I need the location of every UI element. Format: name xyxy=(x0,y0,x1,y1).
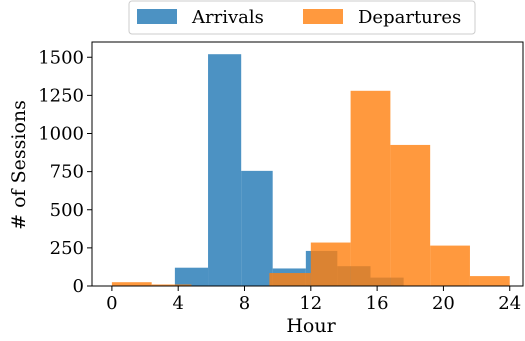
bar-arrivals-0 xyxy=(174,267,209,286)
legend-label-departures: Departures xyxy=(358,7,461,28)
x-tick-label: 20 xyxy=(432,293,455,314)
legend-swatch-arrivals xyxy=(137,9,177,24)
y-tick-label: 0 xyxy=(73,276,84,297)
y-tick-label: 1000 xyxy=(38,124,84,145)
bar-departures-1 xyxy=(151,284,192,286)
bar-arrivals-1 xyxy=(208,54,242,287)
y-tick-label: 250 xyxy=(50,238,84,259)
x-axis-label: Hour xyxy=(286,315,336,337)
bar-departures-0 xyxy=(111,282,152,286)
y-tick-label: 750 xyxy=(50,162,84,183)
legend-box xyxy=(128,0,476,35)
legend-swatch-departures xyxy=(303,9,343,24)
y-tick-label: 1250 xyxy=(38,85,84,106)
x-tick-label: 8 xyxy=(239,293,250,314)
ticks-layer: 0 4 8 12 16 20 24 0 250 500 750 1000 1250 1500 xyxy=(38,47,521,314)
bar-departures-6 xyxy=(430,245,470,286)
y-tick-label: 1500 xyxy=(38,47,84,68)
bar-arrivals-2 xyxy=(241,170,273,286)
x-tick-label: 0 xyxy=(106,293,117,314)
bars-layer xyxy=(111,54,510,287)
axes-layer xyxy=(91,41,524,287)
x-tick-label: 24 xyxy=(498,293,521,314)
bar-departures-4 xyxy=(350,90,391,286)
y-tick-label: 500 xyxy=(50,200,84,221)
x-tick-label: 16 xyxy=(366,293,389,314)
x-tick-label: 12 xyxy=(299,293,322,314)
legend: Arrivals Departures xyxy=(128,0,476,35)
x-tick-label: 4 xyxy=(172,293,183,314)
bar-departures-7 xyxy=(469,276,510,286)
legend-label-arrivals: Arrivals xyxy=(191,7,264,28)
y-axis-label: # of Sessions xyxy=(8,100,30,230)
bar-departures-3 xyxy=(310,242,351,286)
plot-frame xyxy=(91,41,524,287)
bar-departures-2 xyxy=(269,273,311,286)
bar-departures-5 xyxy=(390,144,431,286)
